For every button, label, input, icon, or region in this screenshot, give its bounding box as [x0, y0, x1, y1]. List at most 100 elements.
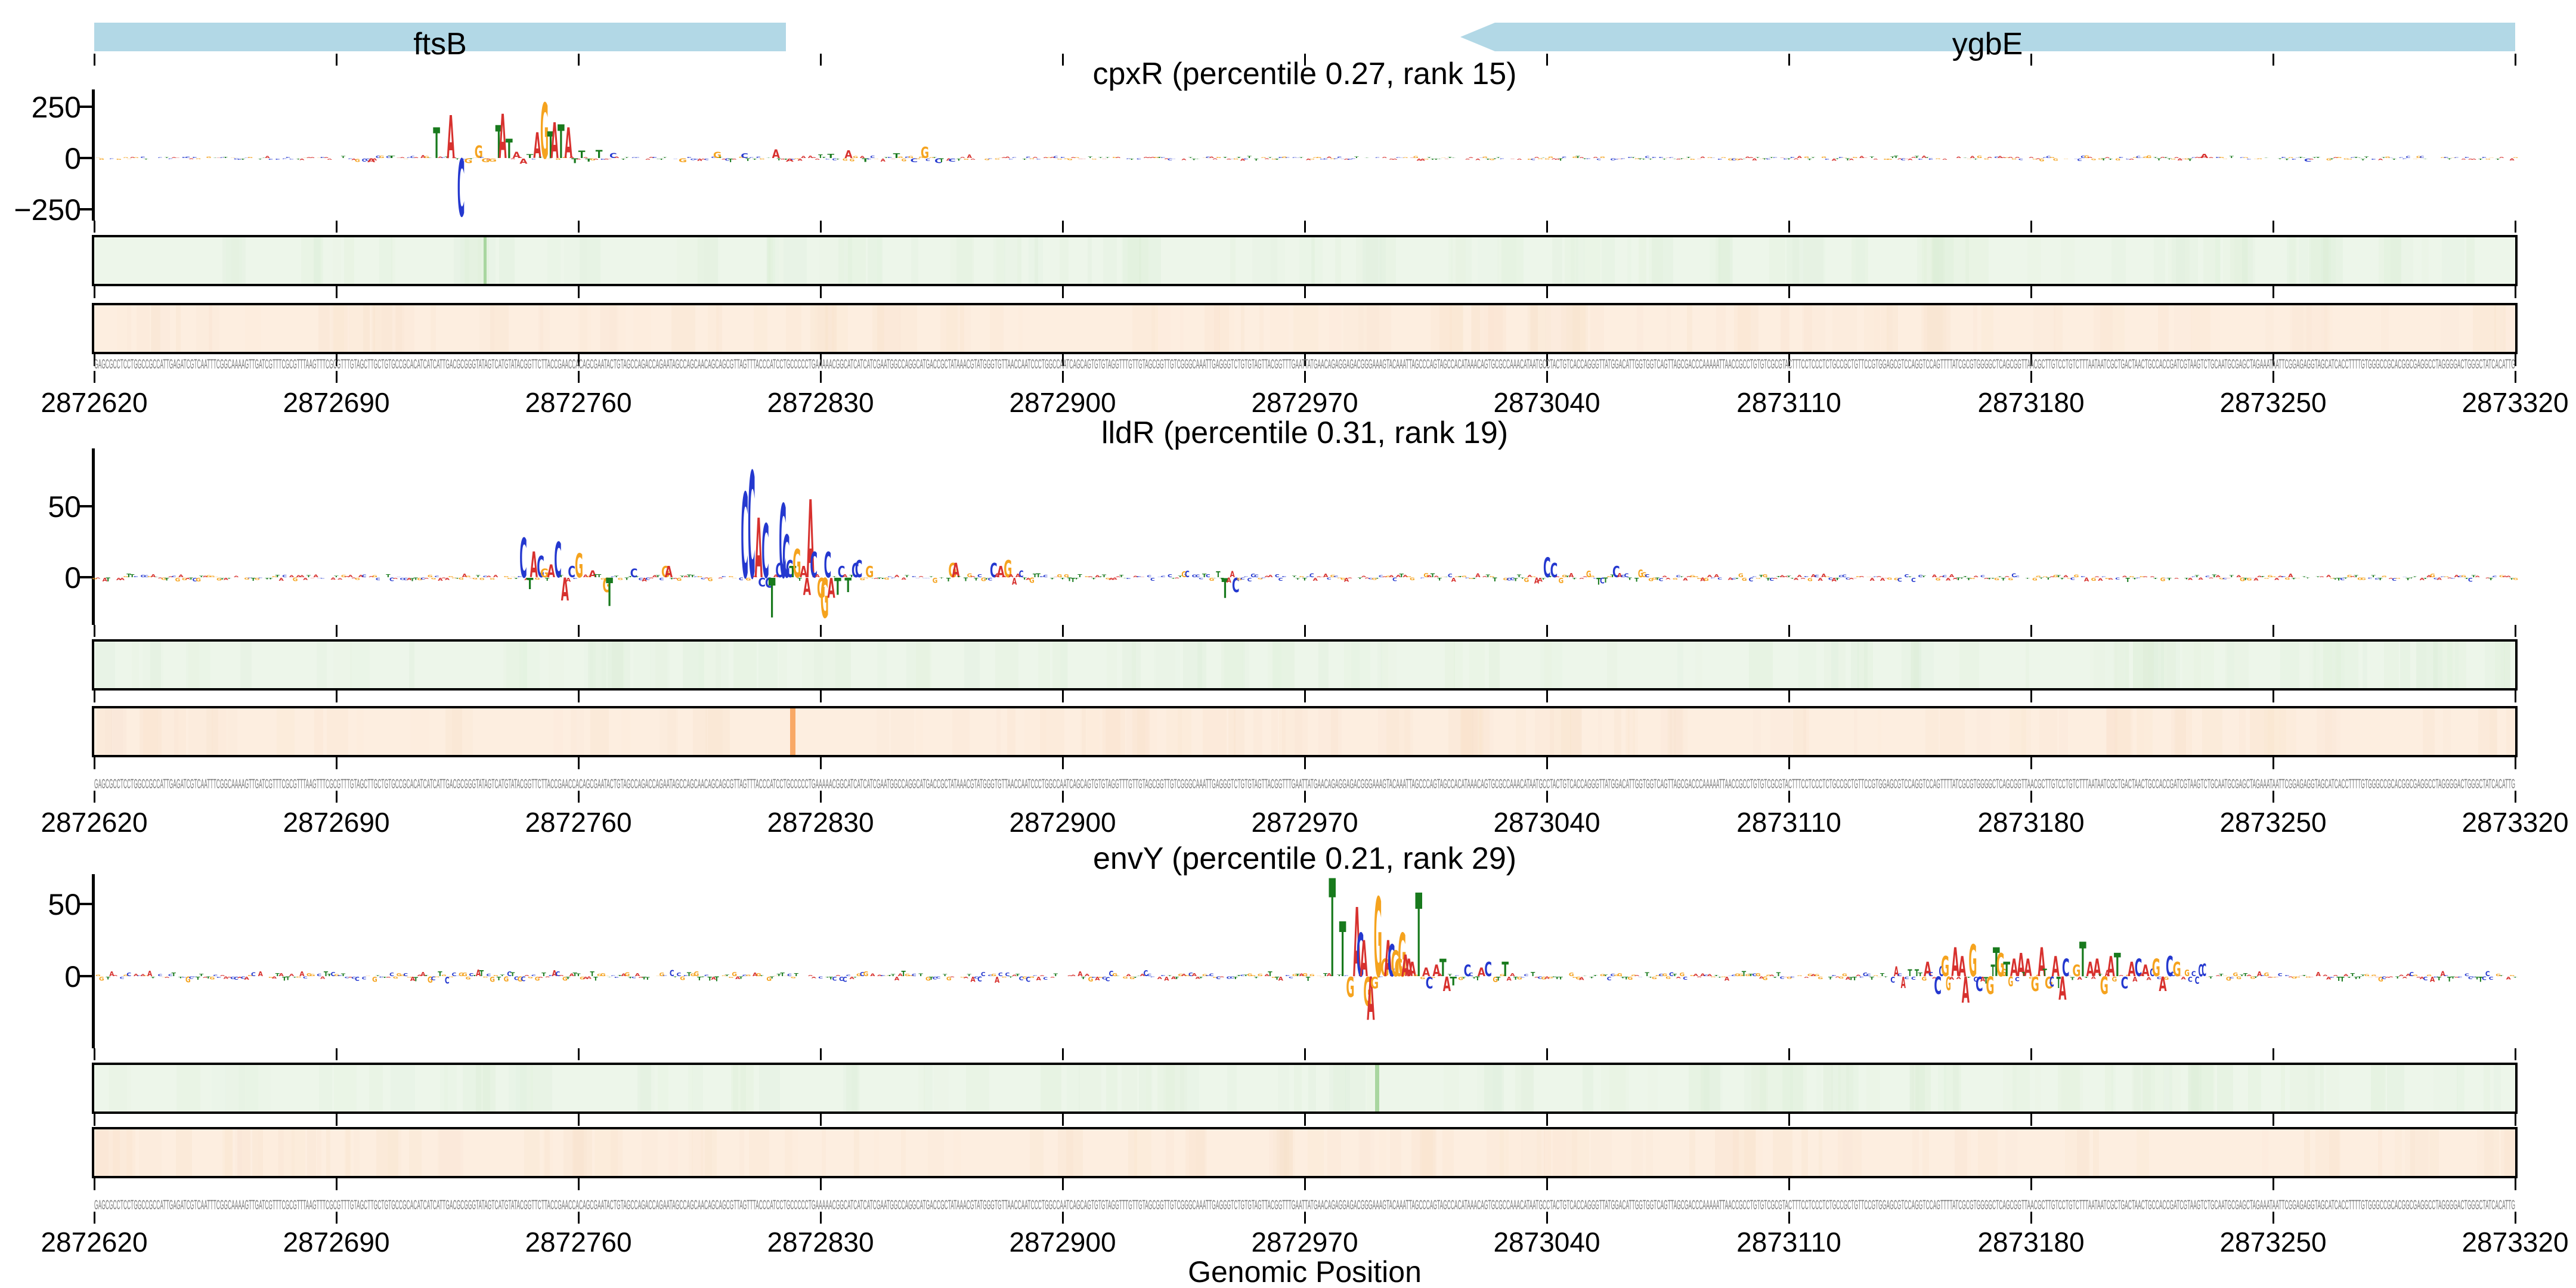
logo-letter: G — [1763, 976, 1768, 982]
heat-band — [792, 1129, 798, 1176]
dna-sequence-text: GAGCGCCTCCTGGCCGCCATTGAGATCGTCAATTTCGGCA… — [94, 357, 2515, 371]
logo-letter: C — [1838, 574, 1843, 578]
heat-band — [231, 237, 240, 284]
logo-letter: G — [1029, 977, 1035, 979]
logo-letter: A — [550, 113, 558, 171]
logo-letter: C — [691, 159, 695, 161]
heat-band — [479, 305, 495, 352]
logo-letter: A — [1227, 577, 1232, 584]
heat-band — [1377, 642, 1383, 688]
heat-band — [2111, 237, 2126, 284]
logo-letter: T — [844, 575, 852, 597]
logo-letter: A — [860, 155, 865, 159]
heat-band — [1952, 237, 1970, 284]
logo-letter: A — [1420, 158, 1425, 162]
y-axis-tick — [79, 106, 92, 108]
logo-letter: T — [606, 571, 613, 616]
logo-letter: T — [578, 148, 586, 160]
logo-letter: T — [1427, 157, 1432, 158]
logo-letter: G — [1250, 975, 1256, 977]
logo-letter: C — [2392, 578, 2397, 582]
logo-letter: T — [1631, 157, 1636, 158]
heat-band — [142, 642, 163, 688]
logo-letter: A — [894, 574, 900, 578]
logo-letter: C — [1296, 157, 1301, 158]
heat-band — [126, 1129, 136, 1176]
heat-band — [1058, 1129, 1073, 1176]
logo-letter: C — [1195, 574, 1200, 578]
y-axis-spine — [92, 89, 95, 221]
x-tick-label: 2872900 — [1009, 807, 1116, 838]
logo-letter: T — [566, 976, 571, 980]
logo-letter: C — [887, 577, 892, 578]
heat-band — [821, 1129, 826, 1176]
logo-letter: G — [2160, 577, 2166, 583]
logo-letter: C — [1627, 157, 1632, 159]
heat-band — [801, 642, 823, 688]
heat-band — [2316, 708, 2341, 755]
logo-letter: T — [1645, 972, 1649, 978]
logo-letter: C — [1206, 156, 1210, 159]
logo-letter: G — [1057, 574, 1062, 579]
logo-letter: T — [777, 158, 782, 161]
heat-band — [1343, 642, 1360, 688]
logo-letter: C — [2457, 575, 2462, 577]
logo-letter: A — [1401, 948, 1409, 983]
sequence-axis-tick — [577, 791, 580, 803]
logo-letter: T — [286, 976, 290, 982]
logo-letter: G — [697, 576, 702, 578]
logo-letter: T — [2340, 976, 2345, 983]
heat-band — [225, 1065, 245, 1111]
logo-letter: T — [728, 158, 733, 163]
logo-letter: C — [1375, 157, 1380, 159]
strip-axis-tick — [335, 691, 338, 702]
heat-band — [1627, 708, 1635, 755]
logo-letter: C — [2485, 970, 2490, 978]
logo-letter: C — [1160, 575, 1165, 578]
logo-letter: T — [585, 158, 592, 163]
logo-letter: A — [1665, 157, 1670, 158]
logo-letter: T — [2509, 577, 2514, 580]
heat-band — [151, 305, 170, 352]
logo-letter: T — [2084, 977, 2089, 979]
logo-letter: T — [2423, 578, 2428, 580]
logo-letter: A — [1140, 973, 1145, 977]
logo-letter: C — [320, 157, 325, 159]
logo-letter: A — [1240, 158, 1246, 162]
logo-letter: G — [540, 89, 549, 177]
logo-letter: C — [1337, 156, 1342, 159]
logo-letter: T — [835, 159, 840, 160]
heat-band — [292, 1129, 305, 1176]
heat-band — [1689, 1129, 1695, 1176]
heat-band — [704, 237, 720, 284]
heat-band — [1486, 1129, 1504, 1176]
heat-band — [877, 237, 882, 284]
logo-letter: A — [901, 577, 906, 580]
heat-band — [2443, 708, 2451, 755]
x-tick-label: 2872970 — [1251, 807, 1358, 838]
logo-letter: G — [1655, 975, 1661, 977]
logo-letter: A — [1475, 158, 1481, 160]
logo-letter: T — [1254, 158, 1259, 162]
logo-letter: G — [393, 976, 398, 979]
heat-band — [301, 237, 322, 284]
heat-band — [2323, 642, 2332, 688]
logo-letter: A — [561, 572, 569, 608]
logo-letter: A — [438, 578, 442, 582]
logo-letter: G — [2091, 578, 2097, 583]
logo-letter: C — [2368, 578, 2373, 580]
logo-letter: T — [178, 977, 183, 979]
logo-letter: C — [1216, 977, 1221, 981]
heat-band — [676, 237, 698, 284]
logo-letter: A — [1506, 976, 1512, 982]
heat-band — [460, 237, 482, 284]
logo-letter: C — [739, 578, 744, 582]
logo-letter: A — [970, 976, 976, 983]
logo-letter: C — [1934, 973, 1942, 1000]
logo-letter: A — [1579, 578, 1584, 580]
logo-letter: T — [1008, 977, 1013, 979]
heat-band — [1442, 1129, 1454, 1176]
logo-letter: T — [628, 977, 633, 979]
logo-letter: G — [1558, 576, 1563, 585]
